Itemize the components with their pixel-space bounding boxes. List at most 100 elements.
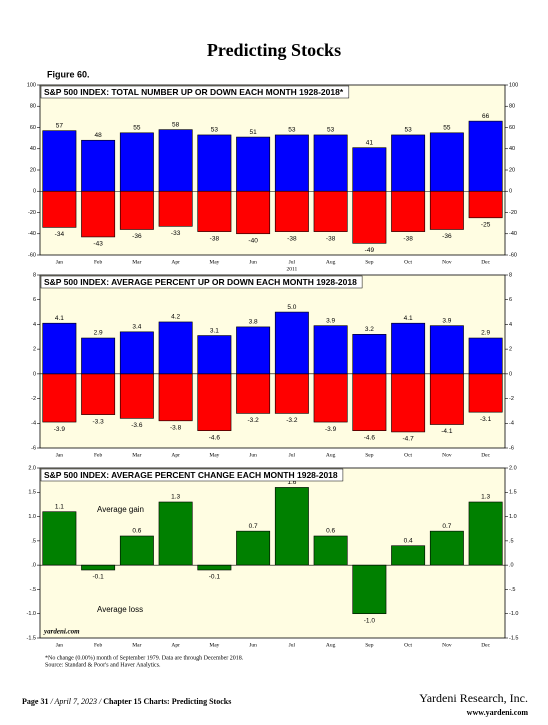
value-label: -36 (132, 233, 142, 240)
value-label: -0.1 (209, 574, 221, 581)
y-tick-label: -20 (509, 210, 517, 216)
x-tick-label: Jul (289, 259, 296, 265)
x-tick-label: Jun (249, 452, 257, 458)
y-tick-label: 100 (27, 82, 36, 88)
bar (274, 311, 309, 375)
bar (313, 535, 348, 566)
value-label: 2.9 (481, 330, 490, 337)
footer-website: www.yardeni.com (466, 708, 528, 717)
value-label: -38 (287, 235, 297, 242)
value-label: 4.1 (55, 315, 64, 322)
bar (119, 331, 154, 375)
x-tick-label: Dec (481, 259, 490, 265)
bar (119, 190, 154, 230)
y-tick-label: 4 (33, 322, 36, 328)
bar (119, 535, 154, 566)
value-label: 53 (405, 127, 413, 134)
value-label: 0.4 (404, 537, 413, 544)
x-tick-label: Mar (132, 259, 141, 265)
bar (42, 130, 77, 192)
y-tick-label: -60 (28, 252, 36, 258)
bar (81, 373, 116, 415)
footer-date: / April 7, 2023 / (50, 697, 102, 706)
value-label: -1.0 (364, 617, 376, 624)
bar (391, 134, 426, 192)
bar (197, 335, 232, 375)
value-label: -36 (442, 233, 452, 240)
plot-area (39, 467, 506, 639)
footnote: Source: Standard & Poor's and Haver Anal… (45, 662, 161, 668)
value-label: -3.1 (480, 416, 492, 423)
footer-company: Yardeni Research, Inc. (419, 691, 528, 705)
value-label: 53 (211, 127, 219, 134)
value-label: 0.7 (442, 523, 451, 530)
y-tick-label: 2.0 (509, 465, 517, 471)
bar (391, 373, 426, 433)
x-tick-label: Apr (171, 642, 180, 648)
y-tick-label: -1.5 (27, 635, 36, 641)
y-tick-label: 60 (509, 125, 515, 131)
value-label: -0.1 (93, 574, 105, 581)
y-tick-label: 1.0 (509, 514, 517, 520)
x-tick-label: Aug (326, 642, 336, 648)
value-label: 3.9 (326, 317, 335, 324)
y-tick-label: 0 (509, 371, 512, 377)
value-label: 3.8 (249, 319, 258, 326)
y-tick-label: .5 (31, 538, 36, 544)
x-tick-label: Nov (442, 452, 452, 458)
value-label: 41 (366, 139, 374, 146)
y-tick-label: 1.0 (28, 514, 36, 520)
value-label: 55 (443, 125, 451, 132)
bar (81, 337, 116, 375)
x-tick-label: May (209, 452, 219, 458)
y-tick-label: -40 (28, 231, 36, 237)
bar (429, 325, 464, 375)
x-tick-label: Apr (171, 259, 180, 265)
x-tick-label: Nov (442, 642, 452, 648)
y-tick-label: 80 (509, 104, 515, 110)
bar (429, 190, 464, 230)
annotation: Average gain (97, 505, 144, 514)
value-label: -4.6 (364, 434, 376, 441)
bar (197, 190, 232, 232)
bar (352, 147, 387, 192)
chart-title: S&P 500 INDEX: AVERAGE PERCENT CHANGE EA… (44, 470, 338, 480)
bar (197, 564, 232, 571)
value-label: 4.1 (404, 315, 413, 322)
y-tick-label: 2 (33, 347, 36, 353)
x-tick-label: Aug (326, 452, 336, 458)
x-annotation: 2011 (286, 266, 297, 272)
y-tick-label: 80 (30, 104, 36, 110)
y-tick-label: -60 (509, 252, 517, 258)
value-label: -38 (210, 235, 220, 242)
bar (429, 132, 464, 192)
value-label: 66 (482, 113, 490, 120)
value-label: -25 (481, 222, 491, 229)
y-tick-label: -6 (509, 445, 514, 451)
x-tick-label: Jan (56, 259, 64, 265)
value-label: -49 (365, 247, 375, 254)
x-tick-label: Oct (404, 642, 412, 648)
y-tick-label: -1.0 (27, 611, 36, 617)
value-label: -33 (171, 230, 181, 237)
value-label: 51 (250, 129, 258, 136)
x-tick-label: Nov (442, 259, 452, 265)
value-label: 1.3 (171, 494, 180, 501)
value-label: -38 (326, 235, 336, 242)
bar (352, 190, 387, 244)
y-tick-label: 20 (30, 167, 36, 173)
y-tick-label: 4 (509, 322, 512, 328)
value-label: 2.9 (94, 330, 103, 337)
value-label: 1.6 (287, 479, 296, 486)
value-label: -34 (55, 231, 65, 238)
y-tick-label: 60 (30, 125, 36, 131)
y-tick-label: -40 (509, 231, 517, 237)
value-label: 57 (56, 122, 64, 129)
y-tick-label: -2 (31, 396, 36, 402)
y-tick-label: 40 (30, 146, 36, 152)
bar (158, 129, 193, 192)
value-label: -38 (403, 235, 413, 242)
y-tick-label: 40 (509, 146, 515, 152)
bar (81, 564, 116, 571)
x-tick-label: Aug (326, 259, 336, 265)
